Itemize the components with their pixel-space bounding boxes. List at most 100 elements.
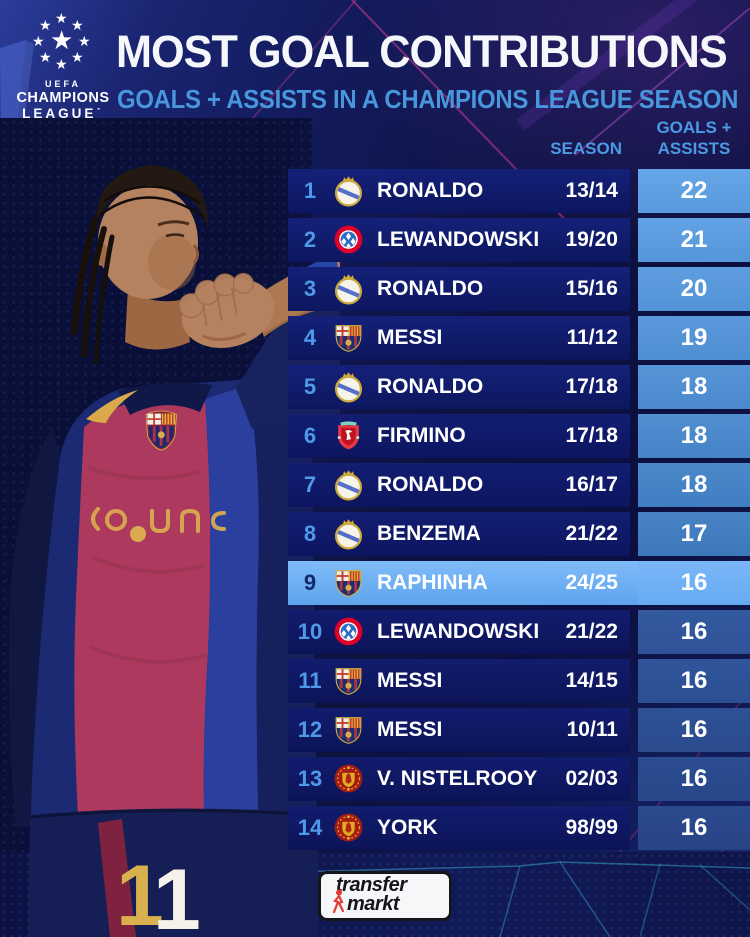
table-row-band: 3 RONALDO 15/16 bbox=[288, 267, 630, 311]
rank-cell: 10 bbox=[297, 618, 323, 644]
page-subtitle: GOALS + ASSISTS IN A CHAMPIONS LEAGUE SE… bbox=[117, 84, 739, 114]
club-crest-barcelona-icon bbox=[332, 713, 365, 746]
table-row: 11 MESSI 14/15 16 bbox=[288, 659, 750, 703]
value-cell: 18 bbox=[638, 414, 750, 458]
table-row: 10 LEWANDOWSKI 21/22 16 bbox=[288, 610, 750, 654]
table-row: 8 BENZEMA 21/22 17 bbox=[288, 512, 750, 556]
table-row-band: 5 RONALDO 17/18 bbox=[288, 365, 630, 409]
table-row: 7 RONALDO 16/17 18 bbox=[288, 463, 750, 507]
table-rows: 1 RONALDO 13/14 22 2 LEWANDOWSKI 19/20 2… bbox=[288, 169, 750, 855]
uefa-champions-league-badge: ★ ★ ★ ★ ★ ★ ★ ★ ★ UEFA CHAMPIONS LEAGUE˙ bbox=[10, 10, 116, 121]
club-crest-barcelona-icon bbox=[332, 664, 365, 697]
value-cell: 21 bbox=[638, 218, 750, 262]
rank-cell: 6 bbox=[303, 422, 317, 448]
table-row-band: 1 RONALDO 13/14 bbox=[288, 169, 630, 213]
value-cell: 22 bbox=[638, 169, 750, 213]
rank-cell: 14 bbox=[297, 814, 323, 840]
column-header-assists-line: ASSISTS bbox=[657, 139, 731, 158]
value-cell: 19 bbox=[638, 316, 750, 360]
player-name-cell: MESSI bbox=[377, 717, 443, 741]
club-crest-real-madrid-icon bbox=[332, 370, 365, 403]
table-row-band: 4 MESSI 11/12 bbox=[288, 316, 630, 360]
player-name-cell: RONALDO bbox=[377, 472, 484, 496]
transfermarkt-line1: transfer bbox=[336, 874, 407, 896]
player-name-cell: RONALDO bbox=[377, 178, 484, 202]
player-name-cell: RONALDO bbox=[377, 374, 484, 398]
value-cell: 16 bbox=[638, 561, 750, 605]
player-name-cell: MESSI bbox=[377, 325, 443, 349]
season-cell: 17/18 bbox=[565, 423, 618, 447]
club-crest-bayern-munich-icon bbox=[332, 615, 365, 648]
table-row: 14 YORK 98/99 16 bbox=[288, 806, 750, 850]
rank-cell: 13 bbox=[297, 765, 323, 791]
club-crest-man-united-icon bbox=[332, 811, 365, 844]
barcelona-chest-crest-icon bbox=[145, 410, 178, 451]
rank-cell: 1 bbox=[303, 177, 317, 203]
table-row: 13 V. NISTELROOY 02/03 16 bbox=[288, 757, 750, 801]
season-cell: 02/03 bbox=[565, 766, 618, 790]
season-cell: 13/14 bbox=[565, 178, 618, 202]
value-cell: 16 bbox=[638, 757, 750, 801]
player-name-cell: V. NISTELROOY bbox=[377, 766, 538, 790]
transfermarkt-line2: markt bbox=[332, 889, 449, 915]
value-cell: 16 bbox=[638, 659, 750, 703]
season-cell: 14/15 bbox=[565, 668, 618, 692]
rank-cell: 8 bbox=[303, 520, 317, 546]
transfermarkt-player-icon bbox=[332, 889, 345, 914]
season-cell: 98/99 bbox=[565, 815, 618, 839]
uefa-wordmark: UEFA bbox=[44, 79, 81, 89]
badge-league-text: LEAGUE˙ bbox=[22, 106, 104, 121]
sponsor-dot bbox=[130, 526, 146, 542]
transfermarkt-logo: transfer markt bbox=[318, 871, 452, 921]
season-cell: 11/12 bbox=[566, 325, 618, 349]
table-row-band: 10 LEWANDOWSKI 21/22 bbox=[288, 610, 630, 654]
season-cell: 16/17 bbox=[565, 472, 618, 496]
shirt-sponsor-mark bbox=[91, 507, 226, 534]
value-cell: 18 bbox=[638, 365, 750, 409]
column-header-goals-line: GOALS + bbox=[656, 118, 732, 137]
player-name-cell: LEWANDOWSKI bbox=[377, 227, 540, 251]
transfermarkt-markt-text: markt bbox=[347, 893, 399, 915]
table-row: 5 RONALDO 17/18 18 bbox=[288, 365, 750, 409]
club-crest-real-madrid-icon bbox=[332, 272, 365, 305]
svg-text:1: 1 bbox=[153, 852, 201, 937]
club-crest-bayern-munich-icon bbox=[332, 223, 365, 256]
table-row: 12 MESSI 10/11 16 bbox=[288, 708, 750, 752]
player-name-cell: BENZEMA bbox=[377, 521, 481, 545]
club-crest-liverpool-icon bbox=[332, 419, 365, 452]
rank-cell: 7 bbox=[303, 471, 317, 497]
table-row-band: 9 RAPHINHA 24/25 bbox=[288, 561, 630, 605]
table-row-band: 8 BENZEMA 21/22 bbox=[288, 512, 630, 556]
table-row: 1 RONALDO 13/14 22 bbox=[288, 169, 750, 213]
table-row-band: 12 MESSI 10/11 bbox=[288, 708, 630, 752]
table-row-band: 13 V. NISTELROOY 02/03 bbox=[288, 757, 630, 801]
rank-cell: 11 bbox=[298, 667, 322, 693]
season-cell: 10/11 bbox=[566, 717, 618, 741]
value-cell: 20 bbox=[638, 267, 750, 311]
club-crest-barcelona-icon bbox=[332, 321, 365, 354]
badge-champions-text: CHAMPIONS bbox=[16, 90, 110, 106]
rank-cell: 9 bbox=[303, 569, 317, 595]
table-row-band: 11 MESSI 14/15 bbox=[288, 659, 630, 703]
table-row-band: 2 LEWANDOWSKI 19/20 bbox=[288, 218, 630, 262]
table-row-band: 14 YORK 98/99 bbox=[288, 806, 630, 850]
player-name-cell: MESSI bbox=[377, 668, 443, 692]
club-crest-man-united-icon bbox=[332, 762, 365, 795]
rank-cell: 3 bbox=[303, 275, 317, 301]
table-row-band: 7 RONALDO 16/17 bbox=[288, 463, 630, 507]
table-row: 6 FIRMINO 17/18 18 bbox=[288, 414, 750, 458]
rank-cell: 2 bbox=[303, 226, 317, 252]
season-cell: 24/25 bbox=[565, 570, 618, 594]
uefa-starball-icon: ★ ★ ★ ★ ★ ★ ★ ★ ★ bbox=[32, 10, 91, 72]
page-title: MOST GOAL CONTRIBUTIONS bbox=[116, 26, 728, 77]
table-row: 2 LEWANDOWSKI 19/20 21 bbox=[288, 218, 750, 262]
table-row: 3 RONALDO 15/16 20 bbox=[288, 267, 750, 311]
value-cell: 16 bbox=[638, 610, 750, 654]
player-name-cell: RONALDO bbox=[377, 276, 484, 300]
column-header-goals-assists: GOALS + ASSISTS bbox=[638, 117, 750, 159]
value-cell: 17 bbox=[638, 512, 750, 556]
club-crest-real-madrid-icon bbox=[332, 517, 365, 550]
season-cell: 19/20 bbox=[565, 227, 618, 251]
rank-cell: 12 bbox=[297, 716, 323, 742]
value-cell: 16 bbox=[638, 806, 750, 850]
